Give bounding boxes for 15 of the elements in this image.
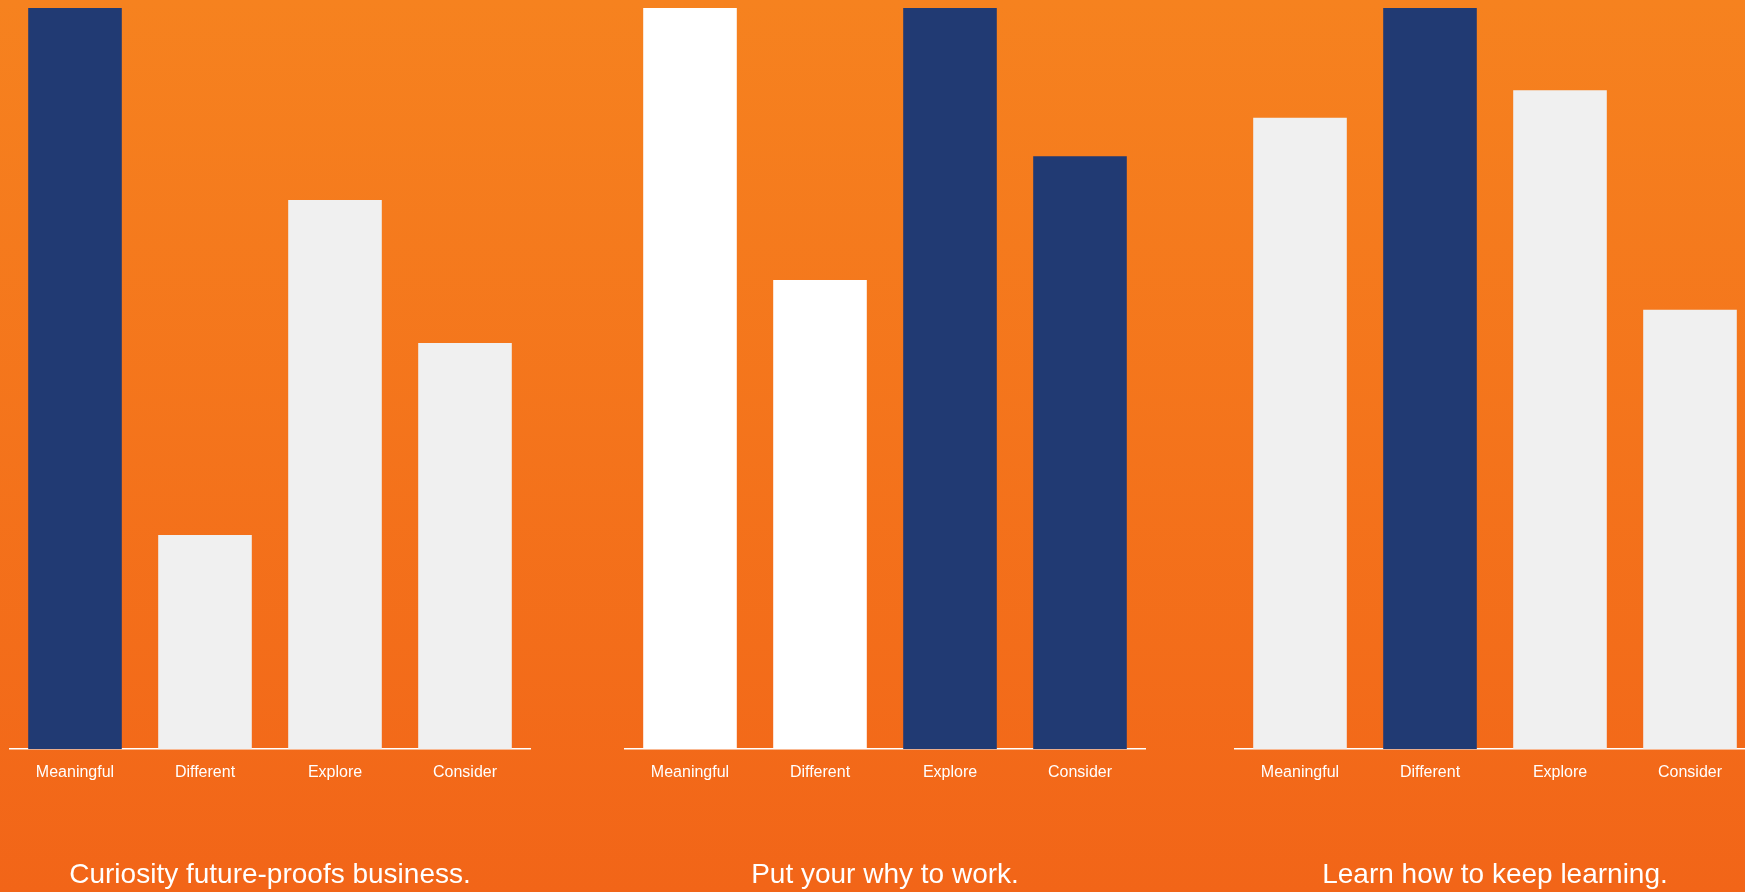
x-tick-label: Consider [1047,763,1113,781]
text: Learn how to keep learning. [1322,857,1668,889]
x-tick-label: Consider [432,763,498,781]
x-tick-label: Different [1399,763,1461,781]
x-tick-label: Explore [307,763,363,781]
x-tick-label: Different [174,763,236,781]
x-tick-label: Explore [922,763,978,781]
x-tick-label: Different [789,763,851,781]
x-tick-label: Meaningful [1260,763,1340,781]
text: Curiosity future-proofs business. [69,857,471,889]
x-tick-label: Consider [1657,763,1723,781]
x-tick-label: Explore [1532,763,1588,781]
x-tick-label: Meaningful [35,763,115,781]
x-tick-label: Meaningful [650,763,730,781]
text: Put your why to work. [751,857,1019,889]
